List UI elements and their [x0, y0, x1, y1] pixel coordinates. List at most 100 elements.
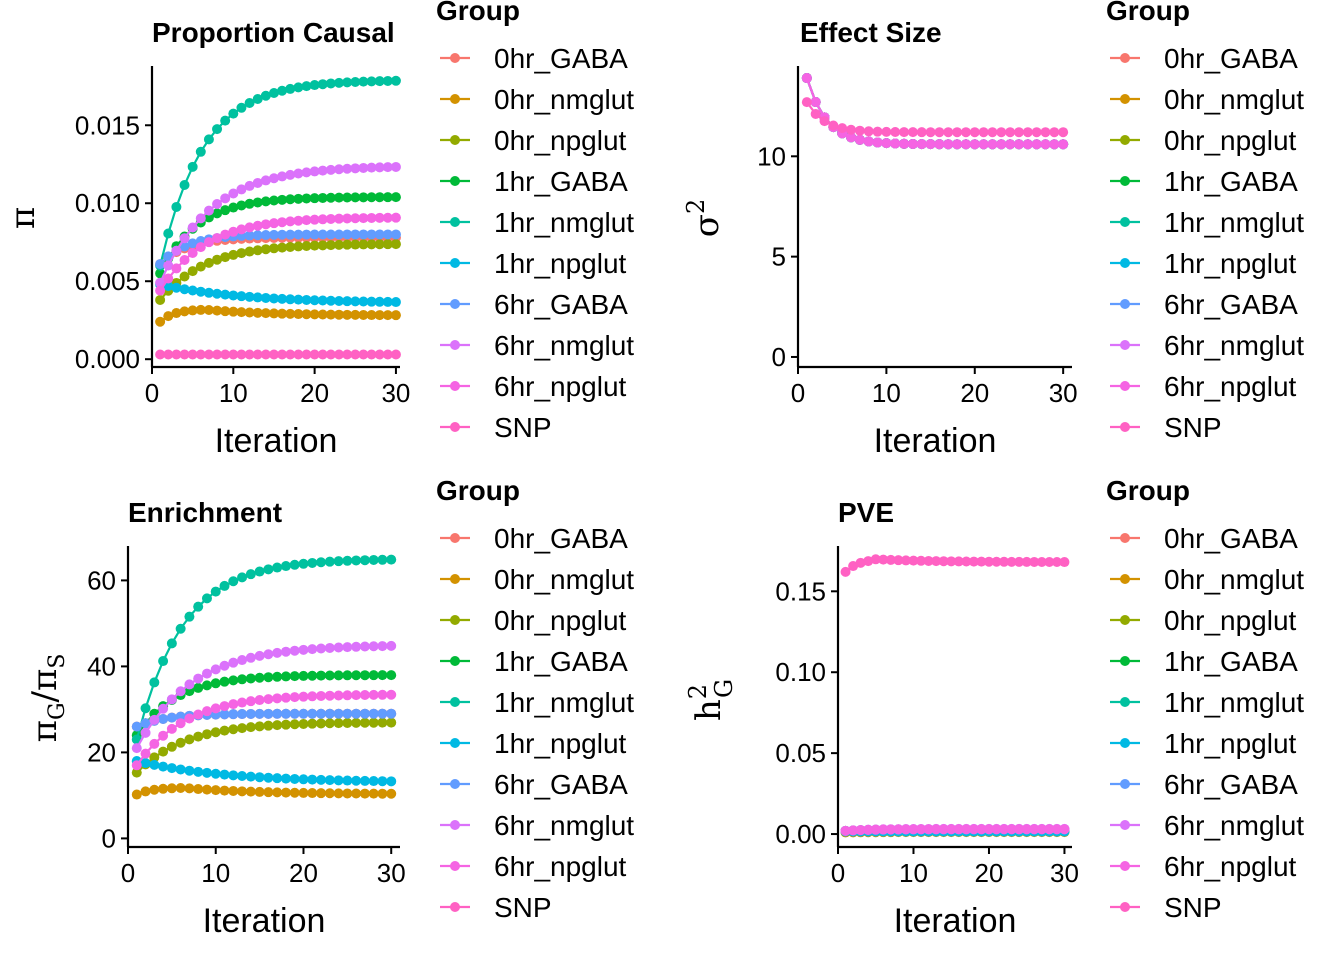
- legend: Group 0hr_GABA 0hr_nmglut 0hr_npglut 1hr_GAB…: [436, 475, 634, 923]
- series-point: [166, 638, 177, 649]
- series-point: [203, 257, 214, 268]
- series-point: [268, 349, 279, 360]
- series-point: [351, 717, 362, 728]
- series-point: [351, 708, 362, 719]
- series-point: [1058, 127, 1069, 138]
- series-point: [333, 670, 344, 681]
- series-point: [382, 239, 393, 250]
- legend-label: 6hr_GABA: [494, 769, 628, 800]
- series-point: [158, 761, 169, 772]
- series-point: [938, 824, 949, 835]
- legend-key-point: [1120, 217, 1130, 227]
- series-point: [201, 784, 212, 795]
- series-point: [983, 824, 994, 835]
- series-point: [334, 192, 345, 203]
- series-point: [325, 78, 336, 89]
- legend-entry-0hr_nmglut: 0hr_nmglut: [440, 84, 634, 115]
- series-point: [187, 285, 198, 296]
- series-point: [155, 294, 166, 305]
- series-point: [228, 108, 239, 119]
- panel-enrichment: Enrichment 0 10 20 30 0 20 40 60 Iteration πG/πS Gr…: [25, 475, 634, 940]
- series-point: [228, 306, 239, 317]
- series-point: [149, 752, 160, 763]
- series-point: [333, 775, 344, 786]
- series-point: [285, 83, 296, 94]
- series-point: [996, 127, 1007, 138]
- legend-label: 6hr_GABA: [494, 289, 628, 320]
- series-point: [324, 788, 335, 799]
- panel-pve: PVE 0 10 20 30 0.00 0.05 0.10 0.15 Iteration h2G Gr…: [684, 475, 1304, 940]
- legend-key-point: [1120, 135, 1130, 145]
- series-point: [1021, 556, 1032, 567]
- series-point: [201, 729, 212, 740]
- series-point: [334, 229, 345, 240]
- legend-label: 6hr_npglut: [494, 851, 627, 882]
- legend-key-point: [1120, 861, 1130, 871]
- series-point: [846, 124, 857, 135]
- x-tick-label: 0: [145, 378, 159, 408]
- legend-entry-0hr_GABA: 0hr_GABA: [440, 43, 628, 74]
- series-point: [195, 286, 206, 297]
- series-point: [386, 708, 397, 719]
- legend-key-point: [1120, 779, 1130, 789]
- y-axis-label: h2G: [684, 679, 738, 721]
- series-point: [983, 556, 994, 567]
- series-point: [155, 349, 166, 360]
- x-tick-label: 0: [791, 378, 805, 408]
- series-point: [212, 233, 223, 244]
- series-point: [140, 718, 151, 729]
- legend-entry-0hr_npglut: 0hr_npglut: [1110, 125, 1297, 156]
- series-point: [184, 611, 195, 622]
- series-point: [987, 139, 998, 150]
- series-point: [260, 219, 271, 230]
- series-point: [285, 229, 296, 240]
- legend-label: 1hr_npglut: [494, 728, 627, 759]
- legend-entry-1hr_nmglut: 1hr_nmglut: [440, 207, 634, 238]
- series-point: [163, 260, 174, 271]
- series-point: [316, 690, 327, 701]
- series-point: [254, 695, 265, 706]
- series-point: [374, 239, 385, 250]
- series-point: [368, 689, 379, 700]
- series-point: [228, 349, 239, 360]
- series-point: [946, 556, 957, 567]
- legend-entry-1hr_npglut: 1hr_npglut: [440, 728, 627, 759]
- series-point: [317, 165, 328, 176]
- legend-entry-0hr_nmglut: 0hr_nmglut: [440, 564, 634, 595]
- series-point: [358, 296, 369, 307]
- series-point: [890, 127, 901, 138]
- series-point: [325, 213, 336, 224]
- series-point: [245, 673, 256, 684]
- series-point: [268, 229, 279, 240]
- series-point: [325, 295, 336, 306]
- series-point: [307, 644, 318, 655]
- panel-proportion-causal: Proportion Causal 0 10 20 30 0.000 0.005 0.010 0…: [3, 0, 634, 460]
- series-point: [263, 694, 274, 705]
- series-point: [301, 309, 312, 320]
- legend-key-point: [450, 738, 460, 748]
- series-point: [925, 139, 936, 150]
- series-point: [342, 213, 353, 224]
- series-point: [342, 670, 353, 681]
- series-point: [210, 785, 221, 796]
- series-point: [342, 77, 353, 88]
- series-point: [350, 76, 361, 87]
- series-point: [184, 713, 195, 724]
- series-point: [245, 652, 256, 663]
- series-point: [1022, 127, 1033, 138]
- legend-key-point: [1120, 738, 1130, 748]
- series-point: [280, 646, 291, 657]
- series-point: [893, 555, 904, 566]
- x-axis-label: Iteration: [894, 902, 1017, 940]
- series-point: [923, 555, 934, 566]
- series-point: [317, 309, 328, 320]
- series-point: [1058, 139, 1069, 150]
- series-point: [219, 660, 230, 671]
- series-point: [237, 674, 248, 685]
- series-point: [301, 193, 312, 204]
- legend-entry-0hr_GABA: 0hr_GABA: [1110, 523, 1298, 554]
- series-point: [171, 201, 182, 212]
- legend-entry-0hr_nmglut: 0hr_nmglut: [1110, 84, 1304, 115]
- legend-entry-6hr_nmglut: 6hr_nmglut: [440, 810, 634, 841]
- series-point: [285, 294, 296, 305]
